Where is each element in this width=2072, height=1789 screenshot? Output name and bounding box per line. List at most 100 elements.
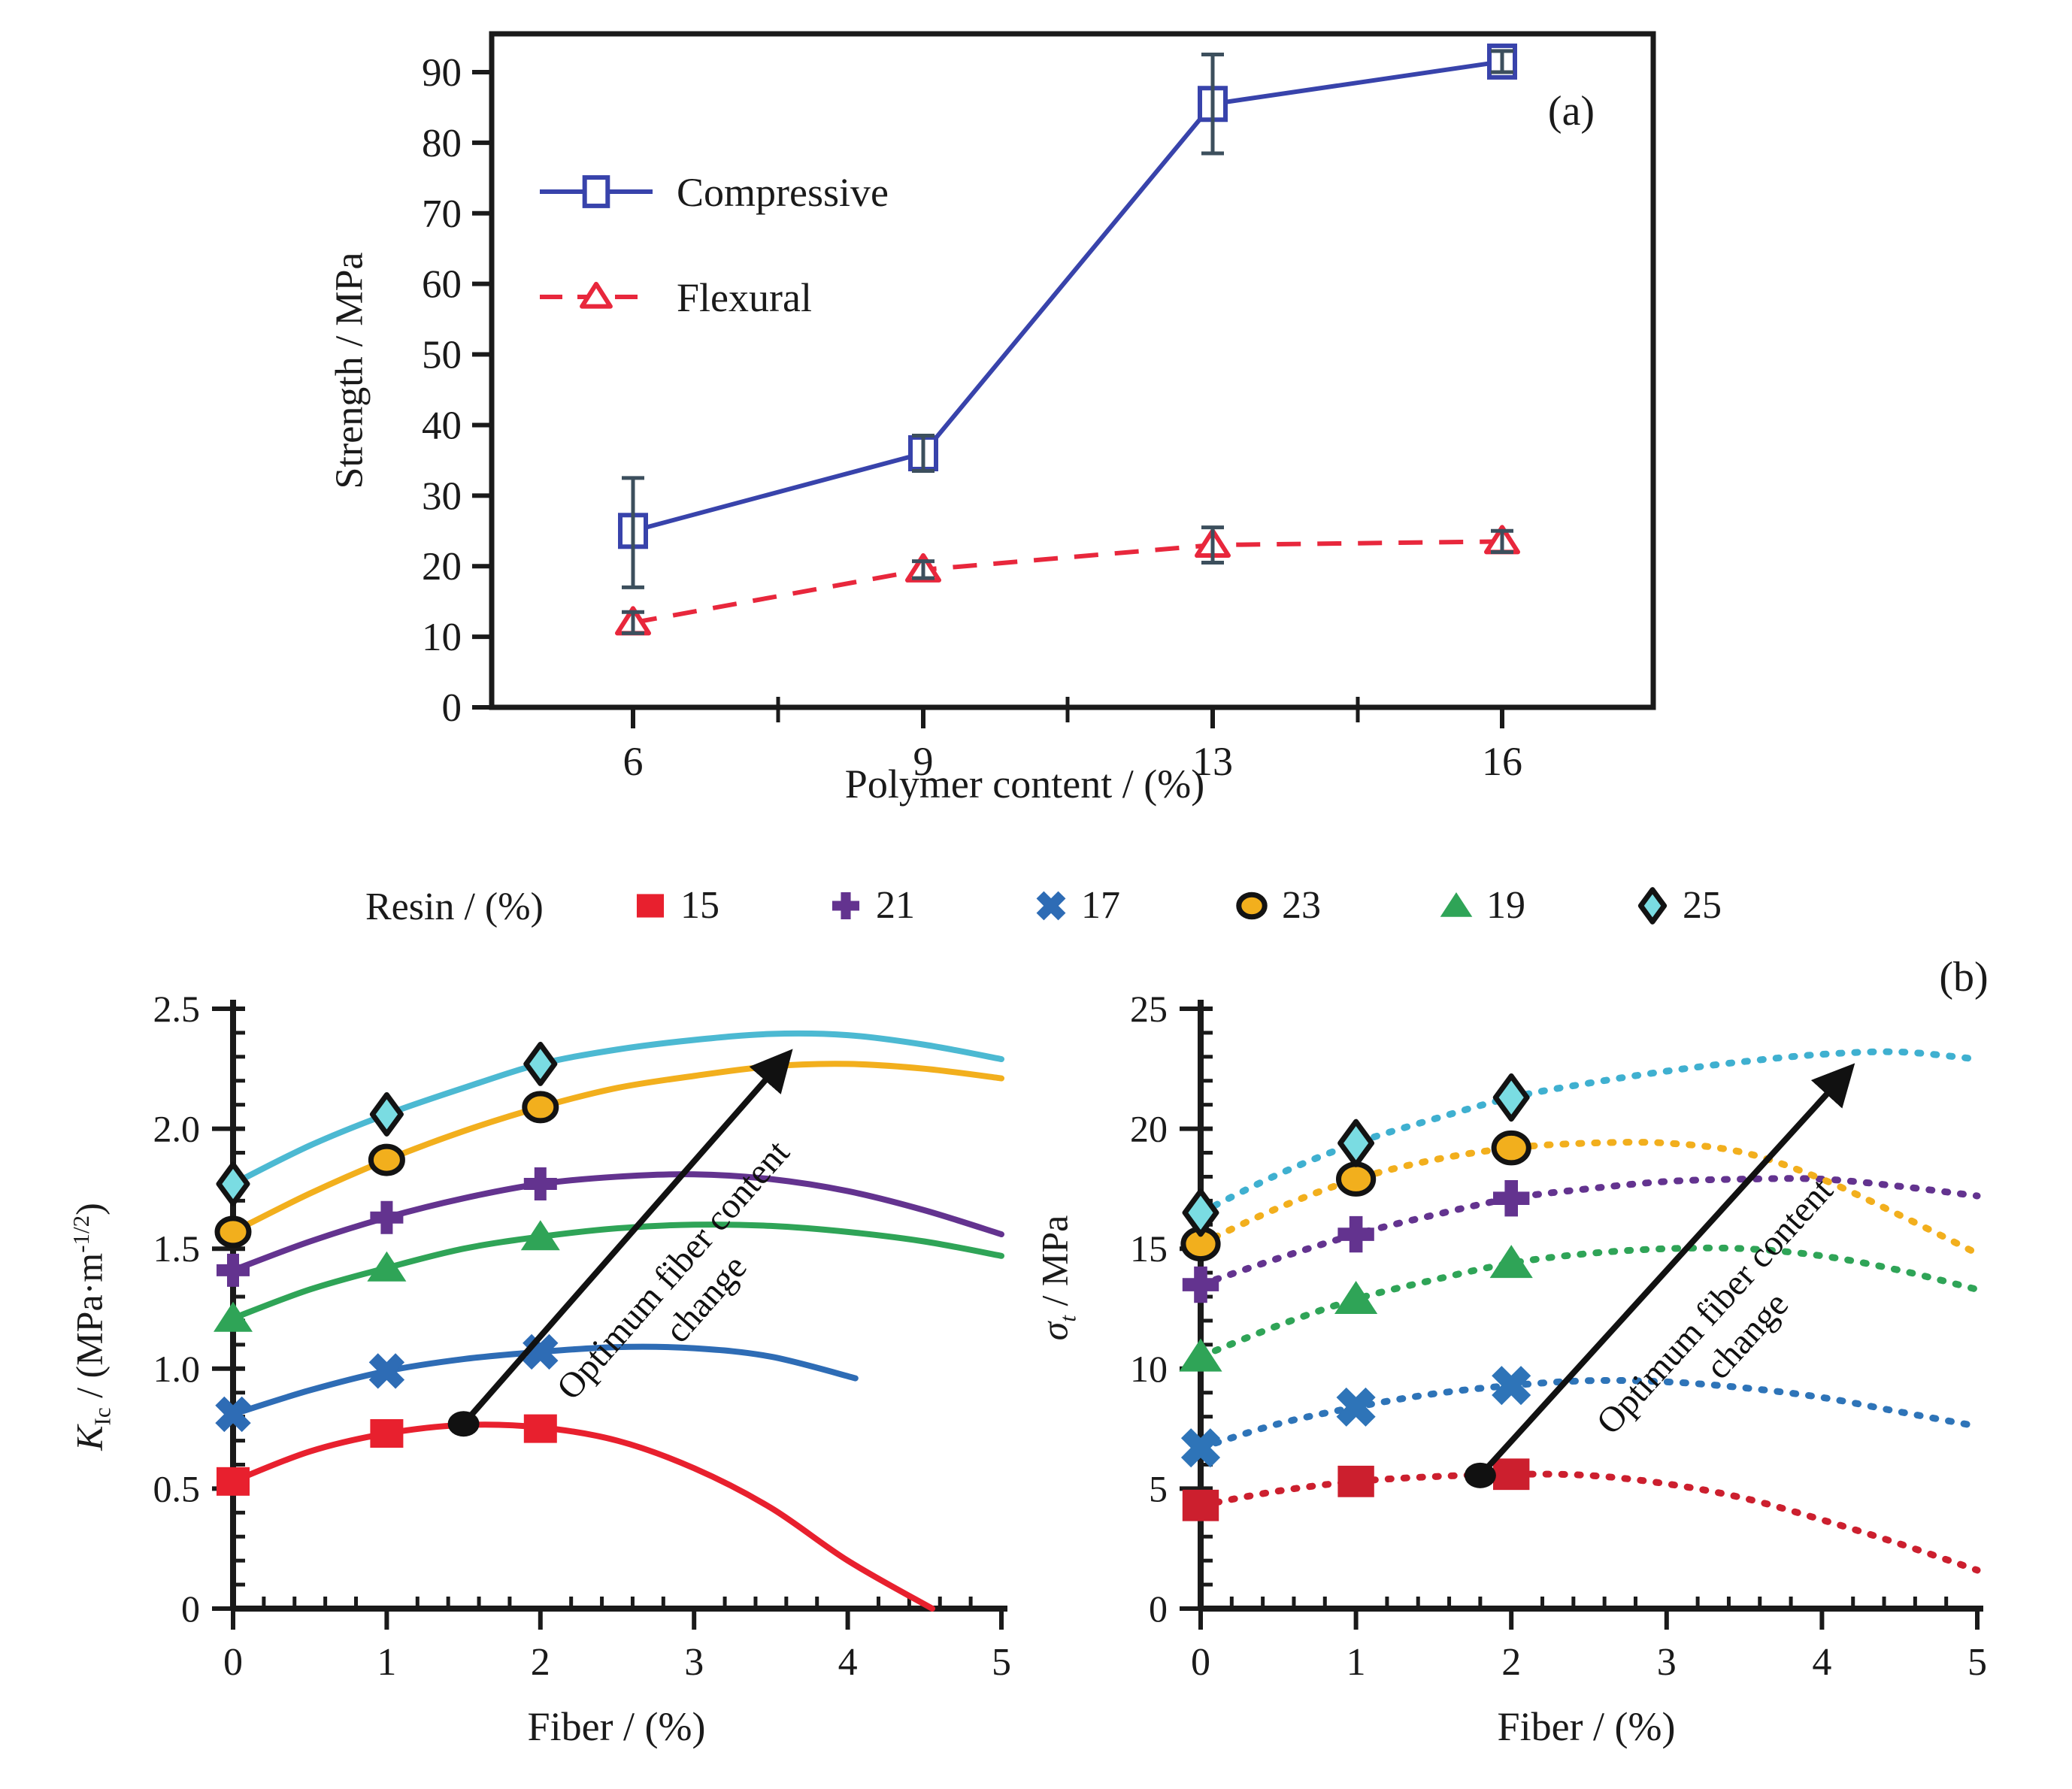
resin-legend-value: 21 bbox=[876, 884, 915, 927]
optimum-dot bbox=[1464, 1462, 1496, 1488]
y-axis-label-part: K bbox=[68, 1425, 111, 1451]
y-tick-label: 10 bbox=[422, 616, 462, 659]
x-tick-label: 5 bbox=[992, 1641, 1011, 1684]
resin-25-marker bbox=[523, 1041, 558, 1086]
optimum-arrow bbox=[1477, 1063, 1855, 1478]
x-tick-label: 4 bbox=[838, 1641, 858, 1684]
plus-icon bbox=[832, 891, 860, 920]
y-tick-label: 25 bbox=[1130, 988, 1168, 1030]
resin-legend-value: 15 bbox=[680, 884, 719, 927]
series-line-compressive bbox=[632, 59, 1503, 534]
y-tick-label: 50 bbox=[422, 334, 462, 377]
resin-25-marker bbox=[1182, 1188, 1219, 1237]
optimum-arrow bbox=[461, 1049, 793, 1426]
resin-legend-title: Resin / (%) bbox=[365, 885, 544, 928]
chart-sigma-x-axis-label: Fiber / (%) bbox=[1497, 1704, 1676, 1749]
resin-19-marker bbox=[367, 1251, 407, 1282]
resin-21-marker bbox=[523, 1167, 557, 1201]
y-tick-label: 1.5 bbox=[153, 1227, 201, 1270]
x-tick-label: 3 bbox=[684, 1641, 704, 1684]
resin-25-marker bbox=[216, 1161, 250, 1206]
resin-19-marker bbox=[1179, 1338, 1222, 1372]
y-axis-label-part: -1/2 bbox=[67, 1215, 94, 1253]
resin-17-marker bbox=[1180, 1428, 1221, 1468]
y-axis-label-part: ) bbox=[68, 1203, 111, 1215]
series-curve-15 bbox=[230, 1421, 936, 1612]
resin-23-marker bbox=[368, 1143, 405, 1176]
optimum-annotation: Optimum fiber contentchange bbox=[1589, 1170, 1873, 1472]
y-tick-label: 0 bbox=[181, 1588, 200, 1630]
resin-21-marker bbox=[1182, 1266, 1219, 1303]
resin-17-marker bbox=[1336, 1387, 1376, 1427]
legend-label: Flexural bbox=[677, 275, 812, 320]
resin-legend-value: 23 bbox=[1282, 884, 1321, 927]
resin-legend-item-15: 15 bbox=[629, 883, 719, 928]
x-tick-label: 1 bbox=[377, 1641, 396, 1684]
legend-marker bbox=[580, 281, 613, 309]
legend-marker bbox=[1440, 891, 1473, 917]
panel-label-b: (b) bbox=[1939, 954, 1989, 1000]
x-tick-label: 0 bbox=[1191, 1641, 1210, 1684]
resin-23-marker bbox=[1336, 1161, 1377, 1197]
resin-legend-value: 19 bbox=[1486, 884, 1525, 927]
panel-label-a: (a) bbox=[1547, 88, 1595, 135]
resin-15-marker bbox=[217, 1467, 250, 1496]
resin-21-marker bbox=[1493, 1179, 1530, 1217]
x-tick-label: 1 bbox=[1346, 1641, 1366, 1684]
y-tick-label: 5 bbox=[1149, 1467, 1168, 1509]
resin-17-marker bbox=[215, 1396, 251, 1433]
series-curve-23 bbox=[1197, 1139, 1981, 1258]
resin-19-marker bbox=[1334, 1281, 1378, 1315]
resin-legend-item-17: 17 bbox=[1030, 883, 1120, 928]
y-tick-label: 80 bbox=[422, 122, 462, 165]
xcross-icon bbox=[1036, 891, 1066, 921]
resin-21-marker bbox=[217, 1253, 250, 1287]
resin-15-marker bbox=[523, 1414, 557, 1443]
x-tick-label: 3 bbox=[1657, 1641, 1677, 1684]
y-tick-label: 2.5 bbox=[153, 988, 201, 1030]
y-tick-label: 0 bbox=[442, 686, 462, 730]
chart-sigma-y-axis-label: σt / MPa bbox=[1033, 1215, 1082, 1341]
resin-legend-item-19: 19 bbox=[1435, 883, 1525, 928]
y-tick-label: 70 bbox=[422, 192, 462, 236]
x-tick-label: 6 bbox=[623, 739, 644, 784]
resin-15-marker bbox=[1493, 1458, 1530, 1491]
resin-legend-value: 25 bbox=[1683, 884, 1722, 927]
y-tick-label: 90 bbox=[422, 51, 462, 95]
resin-17-marker bbox=[368, 1353, 405, 1389]
series-curve-25 bbox=[230, 1030, 1004, 1188]
resin-15-marker bbox=[1182, 1489, 1219, 1521]
legend-label: Compressive bbox=[677, 170, 889, 215]
y-tick-label: 60 bbox=[422, 263, 462, 307]
x-tick-label: 5 bbox=[1967, 1641, 1987, 1684]
x-tick-label: 2 bbox=[531, 1641, 550, 1684]
series-curve-17 bbox=[1197, 1376, 1981, 1451]
resin-legend-item-25: 25 bbox=[1631, 883, 1722, 928]
resin-legend-item-21: 21 bbox=[825, 883, 915, 928]
x-tick-label: 13 bbox=[1192, 739, 1233, 784]
series-curve-23 bbox=[230, 1061, 1004, 1235]
resin-23-marker bbox=[1491, 1130, 1531, 1166]
x-tick-label: 9 bbox=[913, 739, 934, 784]
y-axis-label-part: t bbox=[1054, 1315, 1081, 1322]
resin-23-marker bbox=[214, 1215, 252, 1249]
y-tick-label: 10 bbox=[1130, 1348, 1168, 1390]
series-curve-25 bbox=[1197, 1048, 1981, 1216]
circle-icon bbox=[1236, 891, 1268, 920]
series-line-flexural bbox=[632, 539, 1503, 625]
resin-17-marker bbox=[1492, 1366, 1531, 1406]
chart-kic-y-axis-label: KIc / (MPa·m-1/2) bbox=[68, 1203, 117, 1451]
y-axis-label-part: / (MPa·m bbox=[68, 1252, 111, 1408]
chart-sigma: 0 5 10 15 20 25 0 1 2 3 4 5 Optimum fiber contentcha… bbox=[1130, 988, 1987, 1684]
y-tick-label: 30 bbox=[422, 474, 462, 518]
resin-21-marker bbox=[370, 1200, 404, 1234]
resin-19-marker bbox=[1489, 1245, 1533, 1279]
x-tick-label: 0 bbox=[223, 1641, 243, 1684]
legend-marker bbox=[832, 891, 860, 920]
resin-23-marker bbox=[522, 1091, 559, 1124]
resin-19-marker bbox=[520, 1220, 560, 1251]
chart-a: 0 10 20 30 40 50 60 70 80 90 6 9 13 16 Compressive Flex… bbox=[422, 31, 1656, 784]
x-tick-label: 2 bbox=[1501, 1641, 1521, 1684]
x-tick-label: 16 bbox=[1482, 739, 1522, 784]
